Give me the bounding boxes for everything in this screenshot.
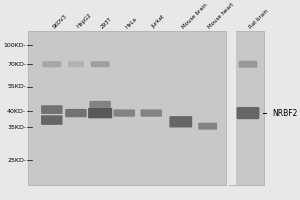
Bar [28, 31, 226, 185]
FancyBboxPatch shape [236, 107, 260, 119]
Text: SKOV3: SKOV3 [52, 13, 68, 29]
FancyBboxPatch shape [198, 123, 217, 130]
FancyBboxPatch shape [41, 115, 62, 125]
Text: Jurkat: Jurkat [151, 14, 166, 29]
Text: 100KD-: 100KD- [3, 43, 26, 48]
Text: HepG2: HepG2 [76, 13, 93, 29]
Text: HeLa: HeLa [124, 16, 138, 29]
FancyBboxPatch shape [114, 109, 135, 117]
Text: Rat brain: Rat brain [248, 8, 269, 29]
FancyBboxPatch shape [41, 105, 62, 114]
Text: Mouse heart: Mouse heart [208, 2, 236, 29]
FancyBboxPatch shape [65, 109, 87, 117]
FancyBboxPatch shape [238, 61, 257, 68]
Bar [228, 31, 236, 185]
FancyBboxPatch shape [42, 61, 61, 67]
FancyBboxPatch shape [169, 116, 192, 127]
Text: 25KD-: 25KD- [7, 158, 26, 163]
FancyBboxPatch shape [88, 108, 112, 118]
Text: 293T: 293T [100, 16, 113, 29]
FancyBboxPatch shape [68, 61, 84, 67]
Text: 35KD-: 35KD- [7, 125, 26, 130]
FancyBboxPatch shape [140, 109, 162, 117]
FancyBboxPatch shape [89, 101, 111, 108]
Text: Mouse brain: Mouse brain [181, 2, 208, 29]
Text: NRBF2: NRBF2 [272, 109, 298, 118]
Text: 70KD-: 70KD- [7, 62, 26, 67]
Bar [229, 31, 264, 185]
Text: 40KD-: 40KD- [7, 109, 26, 114]
FancyBboxPatch shape [91, 61, 110, 67]
Text: 55KD-: 55KD- [7, 84, 26, 89]
